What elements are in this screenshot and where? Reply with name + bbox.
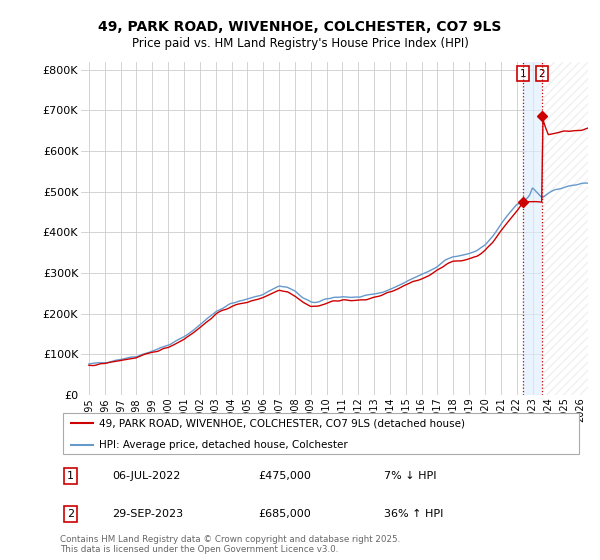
Bar	[542, 62, 588, 395]
Text: 1: 1	[520, 69, 526, 79]
Text: 2: 2	[67, 509, 74, 519]
Text: £685,000: £685,000	[259, 509, 311, 519]
Bar	[542, 62, 588, 395]
Text: 2: 2	[539, 69, 545, 79]
Text: 06-JUL-2022: 06-JUL-2022	[112, 471, 181, 481]
Text: 49, PARK ROAD, WIVENHOE, COLCHESTER, CO7 9LS (detached house): 49, PARK ROAD, WIVENHOE, COLCHESTER, CO7…	[99, 418, 465, 428]
Text: 7% ↓ HPI: 7% ↓ HPI	[383, 471, 436, 481]
Text: 49, PARK ROAD, WIVENHOE, COLCHESTER, CO7 9LS: 49, PARK ROAD, WIVENHOE, COLCHESTER, CO7…	[98, 20, 502, 34]
Bar	[523, 62, 542, 395]
FancyBboxPatch shape	[62, 413, 580, 454]
Text: Price paid vs. HM Land Registry's House Price Index (HPI): Price paid vs. HM Land Registry's House …	[131, 37, 469, 50]
Text: Contains HM Land Registry data © Crown copyright and database right 2025.
This d: Contains HM Land Registry data © Crown c…	[60, 535, 400, 554]
Text: 36% ↑ HPI: 36% ↑ HPI	[383, 509, 443, 519]
Text: 1: 1	[67, 471, 74, 481]
Text: HPI: Average price, detached house, Colchester: HPI: Average price, detached house, Colc…	[99, 440, 348, 450]
Text: 29-SEP-2023: 29-SEP-2023	[112, 509, 184, 519]
Text: £475,000: £475,000	[259, 471, 311, 481]
